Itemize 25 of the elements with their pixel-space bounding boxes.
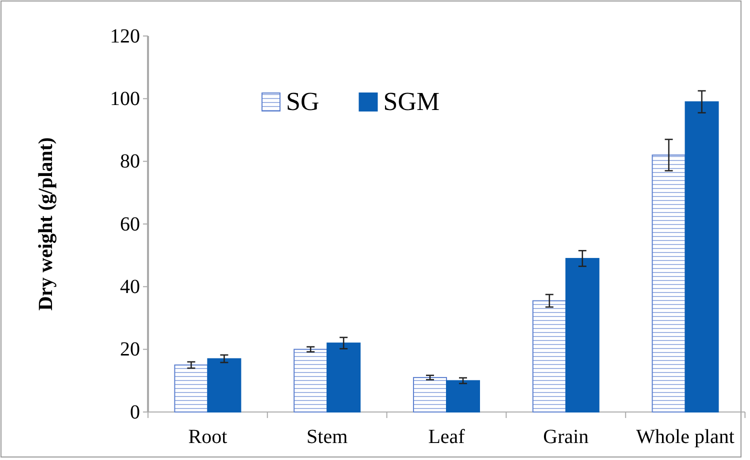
y-tick-label: 0: [130, 401, 140, 424]
x-tick-label: Leaf: [428, 426, 466, 448]
bar: [532, 300, 566, 412]
legend-label: SGM: [383, 87, 440, 116]
x-tick-label: Whole plant: [636, 426, 735, 448]
y-tick-label: 40: [120, 276, 140, 298]
y-tick-label: 20: [120, 338, 140, 361]
bar: [326, 342, 361, 412]
bar: [565, 258, 600, 412]
bar: [413, 377, 447, 412]
bar: [684, 101, 719, 412]
x-tick-label: Grain: [543, 426, 589, 448]
bar: [174, 364, 208, 412]
legend-label: SG: [286, 87, 320, 116]
bar: [652, 154, 686, 412]
y-tick-label: 100: [110, 88, 140, 110]
bar: [446, 380, 480, 412]
y-tick-label: 120: [110, 25, 140, 48]
bar: [294, 348, 328, 412]
bar: [207, 358, 242, 412]
x-tick-label: Stem: [306, 426, 348, 448]
y-tick-label: 80: [120, 150, 140, 173]
x-tick-label: Root: [188, 426, 228, 448]
y-axis-title: Dry weight (g/plant): [35, 137, 57, 311]
y-tick-label: 60: [120, 213, 140, 236]
